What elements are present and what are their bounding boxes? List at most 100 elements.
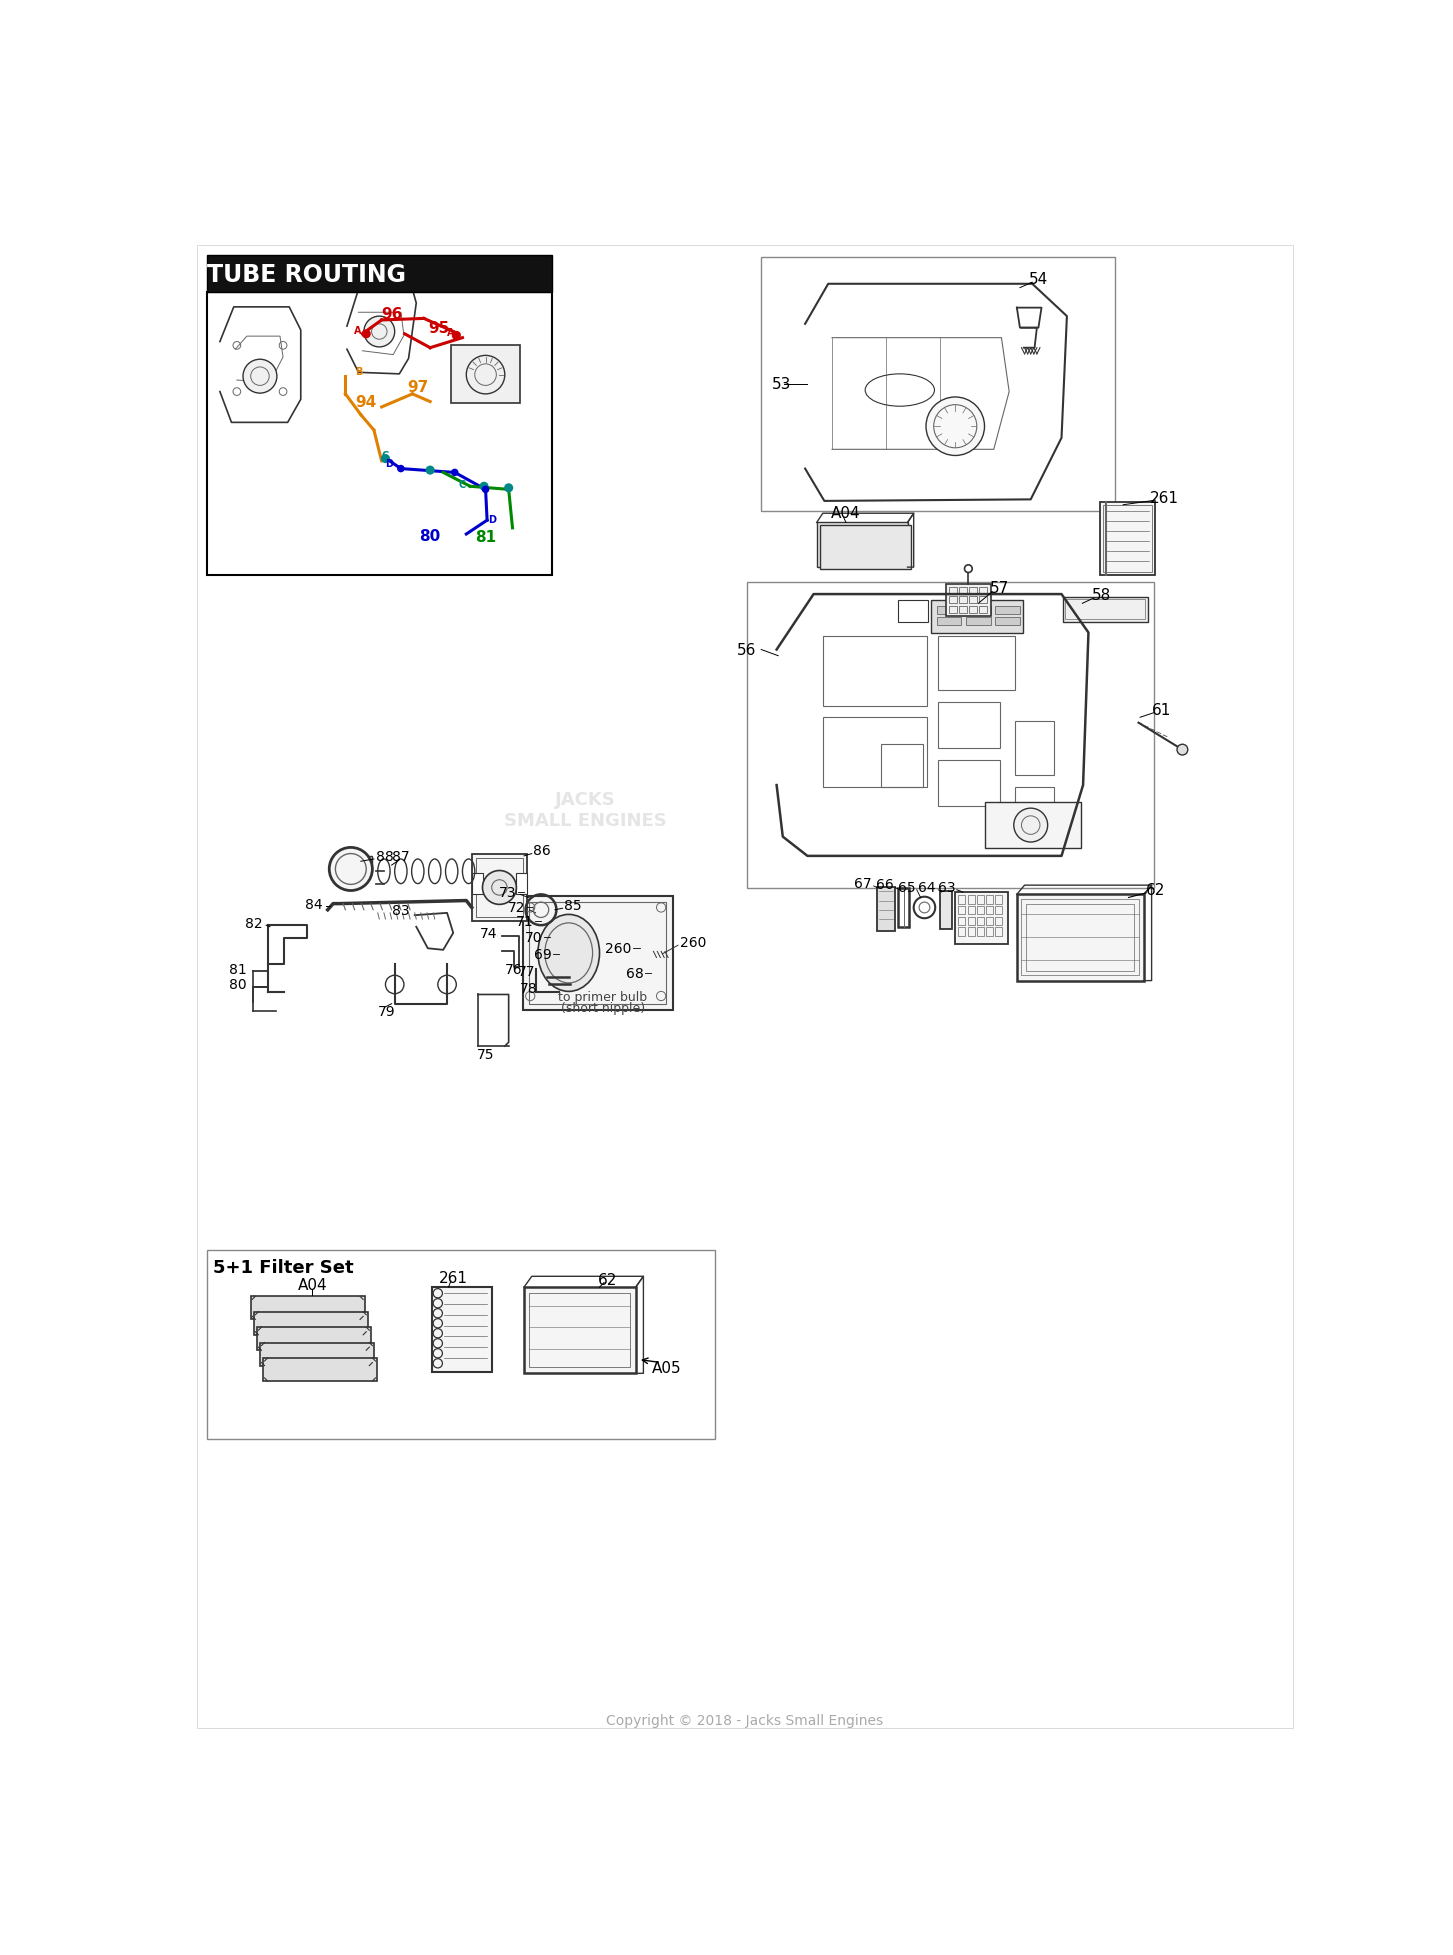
Bar — [979, 596, 987, 604]
Text: 260: 260 — [606, 942, 632, 956]
Circle shape — [482, 487, 488, 493]
Bar — [432, 1288, 491, 1372]
Text: D: D — [385, 459, 394, 469]
Text: 71: 71 — [516, 915, 533, 929]
Text: 77: 77 — [519, 966, 536, 979]
Bar — [525, 1288, 636, 1374]
Circle shape — [1014, 809, 1048, 843]
Text: 65: 65 — [898, 880, 915, 893]
Circle shape — [382, 456, 389, 463]
Bar — [1026, 903, 1133, 972]
Bar — [987, 917, 992, 927]
Text: 80: 80 — [230, 978, 247, 991]
Bar — [968, 929, 975, 936]
Text: 68: 68 — [626, 966, 644, 979]
Bar — [959, 588, 966, 594]
Bar — [968, 917, 975, 927]
Bar — [529, 903, 665, 1005]
Text: C: C — [459, 479, 466, 489]
Text: 260: 260 — [680, 936, 706, 950]
Text: 85: 85 — [564, 899, 581, 913]
Text: 74: 74 — [479, 927, 497, 940]
Text: (short nipple): (short nipple) — [561, 1001, 645, 1015]
Circle shape — [1177, 745, 1187, 757]
Bar — [1016, 788, 1053, 833]
Bar — [1064, 598, 1148, 622]
Bar — [747, 583, 1154, 890]
Text: to primer bulb: to primer bulb — [558, 989, 647, 1003]
Text: 67: 67 — [854, 876, 872, 890]
Bar — [949, 606, 956, 614]
Text: 75: 75 — [477, 1048, 494, 1062]
Bar — [1103, 506, 1152, 573]
Bar — [959, 907, 965, 915]
Bar — [955, 893, 1007, 944]
Text: 80: 80 — [420, 528, 440, 543]
Text: 81: 81 — [475, 530, 495, 545]
Text: 66: 66 — [876, 878, 894, 891]
Bar — [1100, 502, 1155, 575]
Bar — [937, 618, 962, 626]
Circle shape — [504, 485, 513, 493]
Text: 72: 72 — [509, 901, 526, 915]
Text: A05: A05 — [652, 1361, 681, 1374]
Bar — [930, 600, 1023, 633]
Circle shape — [482, 872, 516, 905]
Text: 62: 62 — [597, 1273, 618, 1286]
Bar — [987, 895, 992, 903]
Text: 79: 79 — [378, 1005, 395, 1019]
Circle shape — [363, 317, 395, 348]
Text: 57: 57 — [991, 581, 1010, 596]
Bar — [969, 596, 976, 604]
Bar — [260, 1343, 373, 1367]
Bar — [968, 907, 975, 915]
Text: 73: 73 — [498, 886, 516, 899]
Circle shape — [330, 848, 372, 891]
Bar — [946, 585, 991, 618]
Circle shape — [926, 397, 985, 456]
Bar — [976, 907, 984, 915]
Text: 81: 81 — [230, 962, 247, 978]
Text: 62: 62 — [1146, 884, 1165, 897]
Bar — [995, 929, 1003, 936]
Circle shape — [452, 332, 461, 340]
Text: 87: 87 — [392, 848, 410, 864]
Text: 61: 61 — [1152, 702, 1171, 717]
Bar — [959, 917, 965, 927]
Bar — [995, 895, 1003, 903]
Bar — [979, 606, 987, 614]
Text: 94: 94 — [355, 395, 376, 411]
Bar — [939, 760, 1000, 805]
Bar — [959, 606, 966, 614]
Bar — [940, 891, 952, 929]
Text: 83: 83 — [392, 903, 410, 917]
Bar — [995, 907, 1003, 915]
Bar — [976, 929, 984, 936]
Bar — [966, 608, 991, 614]
Bar — [450, 346, 520, 405]
Bar — [969, 588, 976, 594]
Bar — [937, 608, 962, 614]
Bar — [939, 637, 1016, 690]
Text: 53: 53 — [772, 377, 792, 393]
Text: B: B — [355, 368, 362, 377]
Circle shape — [398, 465, 404, 473]
Bar — [959, 596, 966, 604]
Bar — [516, 874, 527, 895]
Bar — [257, 1327, 371, 1351]
Bar — [206, 1251, 715, 1439]
Bar — [477, 858, 523, 917]
Text: 86: 86 — [533, 843, 551, 858]
Bar — [959, 929, 965, 936]
Bar — [1065, 600, 1145, 620]
Text: 63: 63 — [937, 880, 955, 893]
Text: 76: 76 — [504, 962, 523, 978]
Bar — [251, 1296, 365, 1320]
Bar — [959, 895, 965, 903]
Bar — [881, 745, 923, 788]
Bar — [1021, 899, 1139, 976]
Text: A04: A04 — [298, 1279, 327, 1292]
Bar — [822, 717, 927, 788]
Text: TUBE ROUTING: TUBE ROUTING — [208, 262, 407, 287]
Text: Copyright © 2018 - Jacks Small Engines: Copyright © 2018 - Jacks Small Engines — [606, 1713, 883, 1726]
